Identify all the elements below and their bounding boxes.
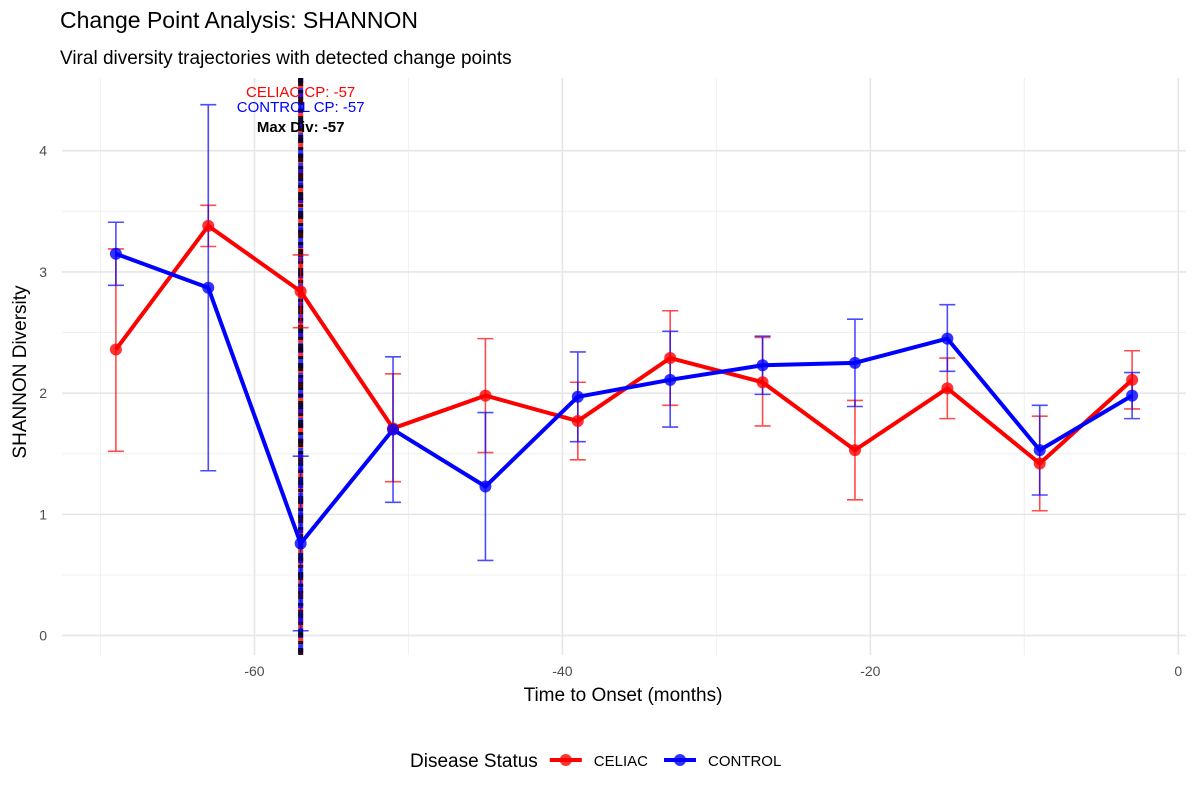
error-bars bbox=[107, 103, 1141, 632]
celiac-series-line bbox=[114, 223, 1134, 466]
x-tick-label: -40 bbox=[552, 663, 572, 679]
legend: Disease Status CELIAC CONTROL bbox=[410, 751, 781, 772]
control-data-point bbox=[387, 423, 400, 436]
y-axis-title: SHANNON Diversity bbox=[10, 285, 31, 459]
legend-point-control bbox=[673, 754, 686, 766]
max-divergence-label: Max Div: -57 bbox=[257, 119, 345, 136]
major-gridlines bbox=[62, 78, 1186, 655]
legend-label-control: CONTROL bbox=[708, 753, 781, 770]
y-tick-label: 2 bbox=[39, 385, 47, 401]
x-tick-labels: -60 -40 -20 0 bbox=[244, 663, 1182, 679]
chart-subtitle: Viral diversity trajectories with detect… bbox=[60, 48, 512, 69]
celiac-data-point bbox=[571, 415, 584, 428]
celiac-data-point bbox=[941, 382, 954, 395]
celiac-data-point bbox=[202, 219, 215, 232]
control-data-point bbox=[1033, 444, 1046, 457]
celiac-data-point bbox=[294, 285, 307, 298]
y-tick-label: 3 bbox=[39, 264, 47, 280]
control-data-point bbox=[109, 247, 122, 260]
celiac-change-point-label: CELIAC CP: -57 bbox=[246, 84, 355, 101]
celiac-data-point bbox=[756, 376, 769, 389]
legend-title: Disease Status bbox=[410, 751, 538, 772]
control-series-line bbox=[115, 251, 1134, 546]
y-tick-labels: 0 1 2 3 4 bbox=[39, 143, 47, 644]
control-data-point bbox=[294, 537, 307, 550]
x-tick-label: -20 bbox=[860, 663, 880, 679]
control-data-point bbox=[479, 480, 492, 493]
control-data-point bbox=[848, 356, 861, 369]
legend-label-celiac: CELIAC bbox=[594, 753, 648, 770]
legend-point-celiac bbox=[559, 754, 572, 766]
control-data-point bbox=[664, 373, 677, 386]
series-lines bbox=[114, 223, 1134, 546]
celiac-data-point bbox=[664, 352, 677, 365]
chart-title: Change Point Analysis: SHANNON bbox=[60, 7, 418, 33]
control-data-point bbox=[941, 332, 954, 345]
control-data-point bbox=[202, 281, 215, 294]
data-points bbox=[109, 219, 1139, 550]
x-tick-label: 0 bbox=[1174, 663, 1182, 679]
y-tick-label: 1 bbox=[39, 506, 47, 522]
celiac-data-point bbox=[1033, 457, 1046, 470]
control-data-point bbox=[756, 359, 769, 372]
celiac-data-point bbox=[1126, 373, 1139, 386]
x-tick-label: -60 bbox=[244, 663, 264, 679]
y-tick-label: 4 bbox=[39, 143, 47, 159]
minor-gridlines bbox=[62, 78, 1186, 655]
legend-item-celiac: CELIAC bbox=[549, 753, 648, 770]
celiac-data-point bbox=[848, 444, 861, 457]
x-axis-title: Time to Onset (months) bbox=[524, 685, 723, 706]
control-data-point bbox=[571, 390, 584, 403]
y-tick-label: 0 bbox=[39, 628, 47, 644]
celiac-data-point bbox=[479, 389, 492, 402]
celiac-data-point bbox=[109, 343, 122, 356]
control-data-point bbox=[1126, 389, 1139, 402]
legend-item-control: CONTROL bbox=[663, 753, 781, 770]
control-change-point-label: CONTROL CP: -57 bbox=[237, 99, 365, 116]
